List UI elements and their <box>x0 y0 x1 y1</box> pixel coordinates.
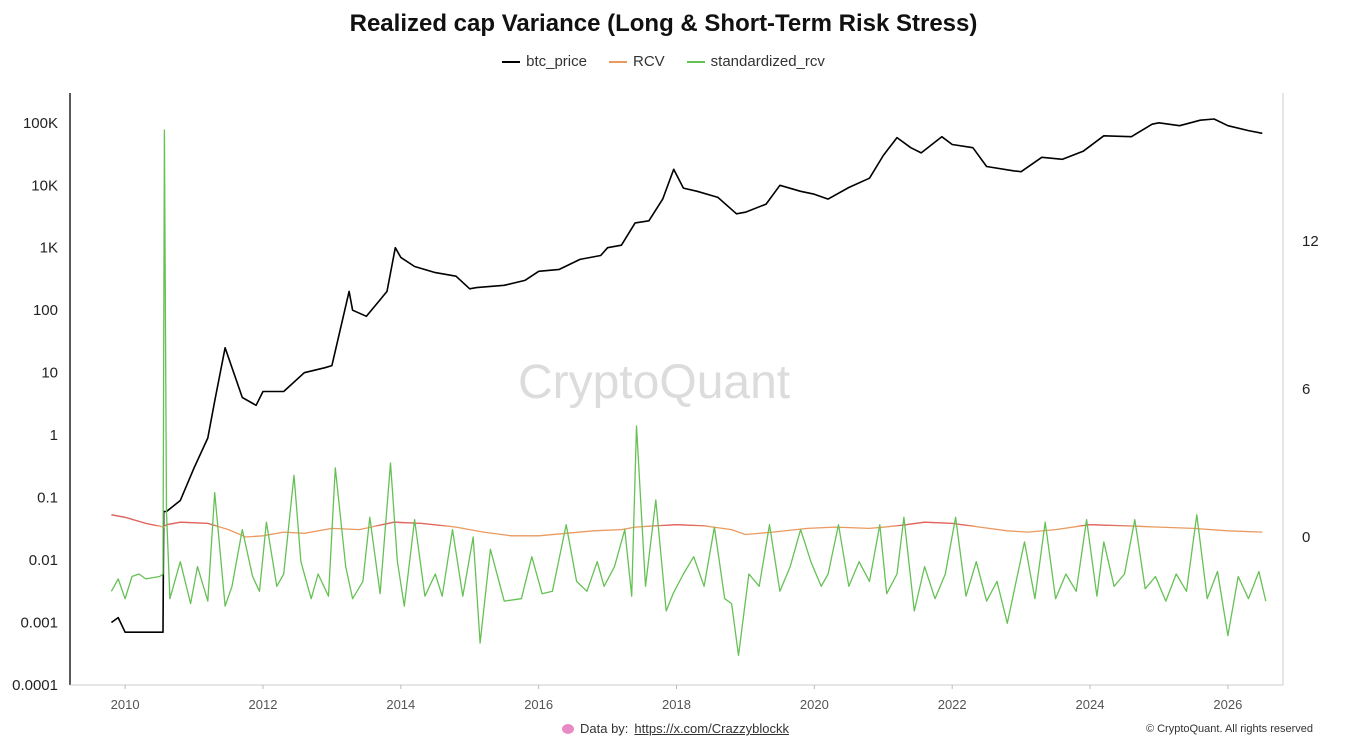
series-layer <box>110 118 1267 657</box>
data-by-link[interactable]: https://x.com/Crazzyblockk <box>634 721 790 736</box>
brain-icon <box>562 723 574 734</box>
y-left-tick-label: 0.001 <box>20 615 58 632</box>
x-tick-label: 2010 <box>111 697 140 712</box>
x-tick-label: 2022 <box>938 697 967 712</box>
watermark: CryptoQuant <box>518 356 791 409</box>
footer-data-source: Data by: https://x.com/Crazzyblockk <box>562 721 789 736</box>
y-left-tick-label: 0.0001 <box>12 677 58 694</box>
y-right-tick-label: 0 <box>1302 529 1310 546</box>
ticks-layer: 100K 10K 1K 100 10 1 0.1 0.01 0.001 0.0001 12 6 0 201… <box>12 115 1319 712</box>
y-right-tick-label: 6 <box>1302 381 1310 398</box>
y-left-tick-label: 0.01 <box>29 552 58 569</box>
x-tick-label: 2020 <box>800 697 829 712</box>
data-by-label: Data by: <box>580 721 629 736</box>
legend-label-standardized-rcv: standardized_rcv <box>710 53 825 70</box>
series-line-standardized-rcv <box>110 129 1267 657</box>
x-tick-label: 2018 <box>662 697 691 712</box>
legend-label-btc-price: btc_price <box>526 53 587 70</box>
x-tick-label: 2014 <box>386 697 415 712</box>
legend-label-rcv: RCV <box>632 53 665 70</box>
legend-item-rcv[interactable]: RCV <box>608 53 665 70</box>
y-left-tick-label: 10 <box>41 365 58 382</box>
y-left-tick-label: 100 <box>33 302 58 319</box>
y-left-tick-label: 0.1 <box>37 490 58 507</box>
x-tick-label: 2016 <box>524 697 553 712</box>
chart-title: Realized cap Variance (Long & Short-Term… <box>349 10 978 37</box>
copyright-text: © CryptoQuant. All rights reserved <box>1145 723 1313 735</box>
legend-item-standardized-rcv[interactable]: standardized_rcv <box>686 53 825 70</box>
x-tick-label: 2026 <box>1213 697 1242 712</box>
axes-layer <box>69 93 1284 686</box>
legend: btc_price RCV standardized_rcv <box>0 53 1327 70</box>
x-tick-label: 2012 <box>249 697 278 712</box>
y-right-tick-label: 12 <box>1302 233 1319 250</box>
x-tick-label: 2024 <box>1076 697 1105 712</box>
series-line-btc-price <box>110 118 1263 634</box>
y-left-tick-label: 1 <box>50 427 58 444</box>
legend-swatch-standardized-rcv <box>686 60 705 63</box>
legend-swatch-btc-price <box>502 60 521 63</box>
series-line-rcv-high <box>111 514 1144 526</box>
legend-item-btc-price[interactable]: btc_price <box>502 53 587 70</box>
series-line-rcv <box>111 514 1263 538</box>
legend-swatch-rcv <box>608 60 627 63</box>
y-left-tick-label: 1K <box>40 240 58 257</box>
y-left-tick-label: 10K <box>31 177 58 194</box>
y-left-tick-label: 100K <box>23 115 58 132</box>
